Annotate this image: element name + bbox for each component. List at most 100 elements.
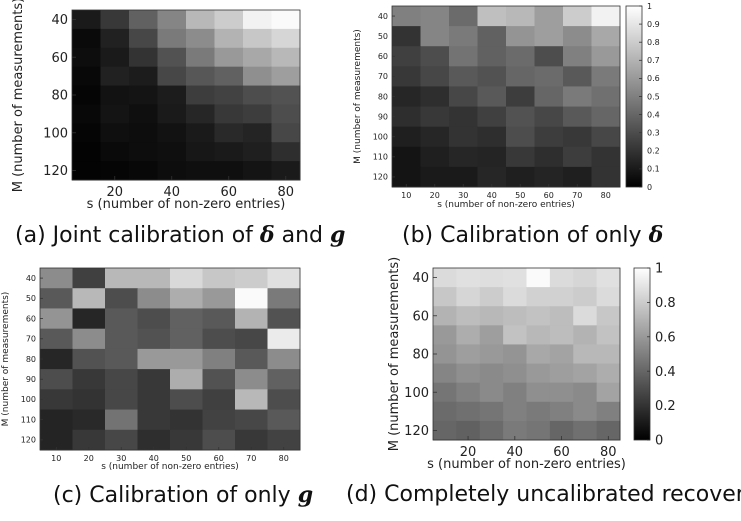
caption-a-label: (a) — [15, 223, 46, 248]
colorbar-b-tick-label-0.1: 0.1 — [647, 165, 660, 174]
heatmap-c-xtick-label-10: 10 — [51, 454, 61, 463]
heatmap-a-cell-3-5 — [214, 66, 244, 87]
heatmap-b-cell-2-3 — [477, 46, 507, 67]
heatmap-c-cell-8-2 — [105, 429, 138, 451]
heatmap-c-cell-3-3 — [137, 328, 171, 350]
heatmap-a-cell-4-1 — [100, 85, 130, 105]
heatmap-a-cell-1-5 — [214, 28, 244, 49]
heatmap-b-cell-8-0 — [392, 166, 421, 188]
heatmap-d-cell-0-6 — [573, 268, 598, 288]
heatmap-a-cell-6-6 — [243, 123, 272, 143]
heatmap-d-cell-8-7 — [596, 420, 621, 441]
heatmap-c-cell-6-4 — [170, 389, 203, 411]
caption-d-text: Completely uncalibrated recovery — [384, 482, 741, 507]
heatmap-d-cell-8-4 — [526, 420, 551, 441]
heatmap-d-cell-1-7 — [596, 287, 621, 307]
heatmap-a-cell-4-0 — [72, 85, 101, 105]
heatmap-b-cell-6-0 — [392, 126, 421, 148]
heatmap-c-cell-1-7 — [267, 288, 301, 309]
heatmap-a-cell-8-7 — [271, 161, 301, 181]
heatmap-c-cell-5-0 — [40, 369, 73, 390]
heatmap-b-cell-7-4 — [506, 146, 535, 168]
heatmap-b-cell-2-6 — [563, 46, 592, 67]
heatmap-d-cell-5-5 — [549, 363, 574, 384]
colorbar-b-tick-label-0: 0 — [647, 183, 652, 192]
heatmap-a-cell-6-5 — [214, 123, 244, 143]
heatmap-b-cell-2-2 — [449, 46, 478, 67]
heatmap-b-ytick-label-100: 100 — [373, 133, 388, 142]
heatmap-b-cell-0-5 — [534, 6, 564, 27]
heatmap-c-cell-7-4 — [170, 409, 203, 431]
heatmap-b-ylabel: M (number of measurements) — [353, 29, 363, 164]
heatmap-b-ytick-label-50: 50 — [378, 32, 388, 41]
heatmap-a-cell-2-3 — [157, 47, 187, 68]
heatmap-c-cell-3-2 — [105, 328, 138, 350]
heatmap-a-cell-7-6 — [243, 142, 272, 162]
heatmap-b-cell-5-7 — [591, 106, 621, 128]
heatmap-b-cell-6-1 — [420, 126, 450, 148]
caption-a-delta-symbol: δ — [259, 222, 275, 248]
heatmap-c-ytick-label-110: 110 — [21, 415, 36, 424]
colorbar-d-tick-label-0.8: 0.8 — [655, 296, 676, 311]
heatmap-c-cell-2-3 — [137, 308, 171, 330]
heatmap-d-cell-4-1 — [456, 344, 481, 365]
heatmap-a-cell-0-1 — [100, 10, 130, 30]
heatmap-c-cell-8-0 — [40, 429, 73, 451]
heatmap-d-cell-7-3 — [503, 401, 528, 422]
heatmap-a-cell-3-7 — [271, 66, 301, 87]
heatmap-b-cell-0-6 — [563, 6, 592, 27]
caption-a-and: and — [281, 223, 323, 248]
heatmap-b-cell-0-1 — [420, 6, 450, 27]
heatmap-c-ytick-label-70: 70 — [26, 335, 36, 344]
heatmap-b-cell-3-5 — [534, 66, 564, 87]
heatmap-a-cell-3-4 — [186, 66, 215, 87]
heatmap-c-cell-2-0 — [40, 308, 73, 330]
caption-d: (d) Completely uncalibrated recovery — [346, 482, 741, 507]
heatmap-a-ytick-label-100: 100 — [43, 126, 68, 141]
heatmap-b-cell-2-1 — [420, 46, 450, 67]
heatmap-d-cell-3-2 — [479, 325, 504, 345]
heatmap-c-cell-2-5 — [202, 308, 236, 330]
heatmap-b-cell-6-6 — [563, 126, 592, 148]
heatmap-a-ylabel: M (number of measurements) — [11, 0, 26, 192]
heatmap-b-cell-7-5 — [534, 146, 564, 168]
heatmap-d-cell-2-0 — [433, 306, 457, 326]
heatmap-d-ylabel: M (number of measurements) — [387, 257, 402, 452]
heatmap-b-cell-3-2 — [449, 66, 478, 87]
heatmap-a-cell-3-1 — [100, 66, 130, 87]
colorbar-d-tick-label-0.2: 0.2 — [655, 399, 676, 414]
heatmap-b-ytick-label-90: 90 — [378, 112, 388, 121]
heatmap-d-cell-6-0 — [433, 382, 457, 403]
heatmap-a-cell-3-3 — [157, 66, 187, 87]
heatmap-d-cell-6-3 — [503, 382, 528, 403]
heatmap-d-ytick-label-100: 100 — [404, 386, 429, 401]
heatmap-a-cell-7-5 — [214, 142, 244, 162]
heatmap-b-ytick-label-60: 60 — [378, 52, 388, 61]
heatmap-b-cell-0-0 — [392, 6, 421, 27]
heatmap-b-cell-7-7 — [591, 146, 621, 168]
heatmap-b-cell-7-6 — [563, 146, 592, 168]
heatmap-d-cell-6-6 — [573, 382, 598, 403]
heatmap-b-cell-8-6 — [563, 166, 592, 188]
heatmap-a-cell-0-6 — [243, 10, 272, 30]
heatmap-b-cell-3-4 — [506, 66, 535, 87]
heatmap-a-cell-2-2 — [129, 47, 158, 68]
heatmap-c-cell-5-1 — [72, 369, 106, 390]
heatmap-b-cell-6-7 — [591, 126, 621, 148]
heatmap-d-cell-8-6 — [573, 420, 598, 441]
heatmap-c-xtick-label-70: 70 — [246, 454, 256, 463]
heatmap-c: 10 20 30 40 50 60 70 80 40 50 60 70 80 90 100 110 120 s (… — [1, 267, 301, 472]
heatmap-c-xtick-label-60: 60 — [214, 454, 224, 463]
heatmap-d-cell-7-5 — [549, 401, 574, 422]
heatmap-a-cell-1-6 — [243, 28, 272, 49]
heatmap-c-ytick-label-100: 100 — [21, 395, 36, 404]
caption-a-g-symbol: g — [330, 222, 346, 248]
heatmap-a-cell-5-4 — [186, 104, 215, 124]
heatmap-d-cell-2-3 — [503, 306, 528, 326]
heatmap-d-cell-5-1 — [456, 363, 481, 384]
heatmap-d-cell-7-4 — [526, 401, 551, 422]
heatmap-a-xtick-label-60: 60 — [220, 185, 237, 200]
heatmap-b-cell-2-7 — [591, 46, 621, 67]
heatmap-c-cell-1-5 — [202, 288, 236, 309]
heatmap-c-cell-0-2 — [105, 268, 138, 289]
